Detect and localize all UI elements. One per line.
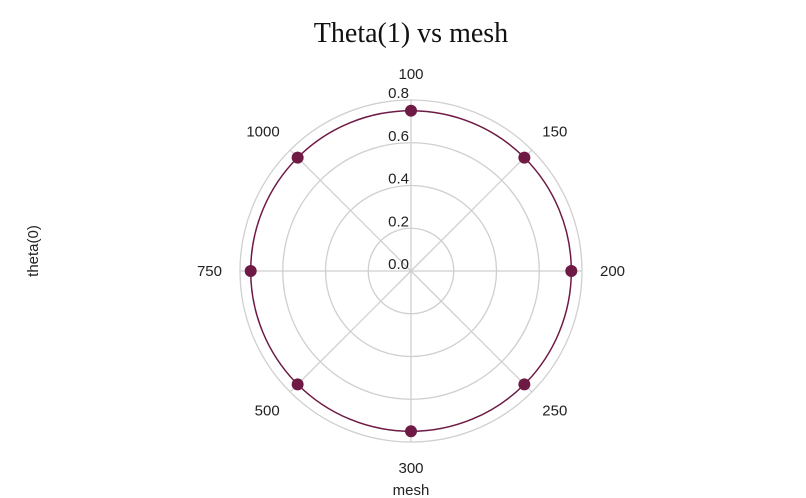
data-point[interactable] [244,265,257,277]
data-point[interactable] [291,151,304,164]
category-label: 250 [542,402,567,419]
category-label: 500 [255,402,280,419]
category-label: 300 [398,460,423,477]
data-point[interactable] [405,104,417,117]
radial-tick-label: 0.0 [388,256,409,273]
radial-tick-label: 0.2 [388,213,409,230]
label-layer: 0.0 0.2 0.4 0.6 0.8 100 150 200 250 300 500 750 1000 [197,66,625,477]
radial-tick-label: 0.8 [388,85,409,102]
radial-tick-label: 0.4 [388,171,409,188]
grid-spoke [289,270,412,393]
grid-spoke [289,149,412,272]
y-axis-label: theta(0) [25,225,42,277]
polar-grid [239,99,583,443]
category-label: 100 [398,66,423,83]
data-point[interactable] [291,378,304,391]
series-layer [244,104,578,438]
grid-spoke [410,270,533,393]
data-point[interactable] [518,378,531,391]
radial-tick-label: 0.6 [388,128,409,145]
data-point[interactable] [565,265,578,277]
data-point[interactable] [518,151,531,164]
category-label: 1000 [246,124,279,141]
x-axis-label: mesh [393,482,430,498]
category-label: 750 [197,263,222,280]
chart-title: Theta(1) vs mesh [314,18,508,49]
category-label: 200 [600,263,625,280]
data-point[interactable] [405,425,417,438]
grid-spoke [410,149,533,272]
category-label: 150 [542,124,567,141]
